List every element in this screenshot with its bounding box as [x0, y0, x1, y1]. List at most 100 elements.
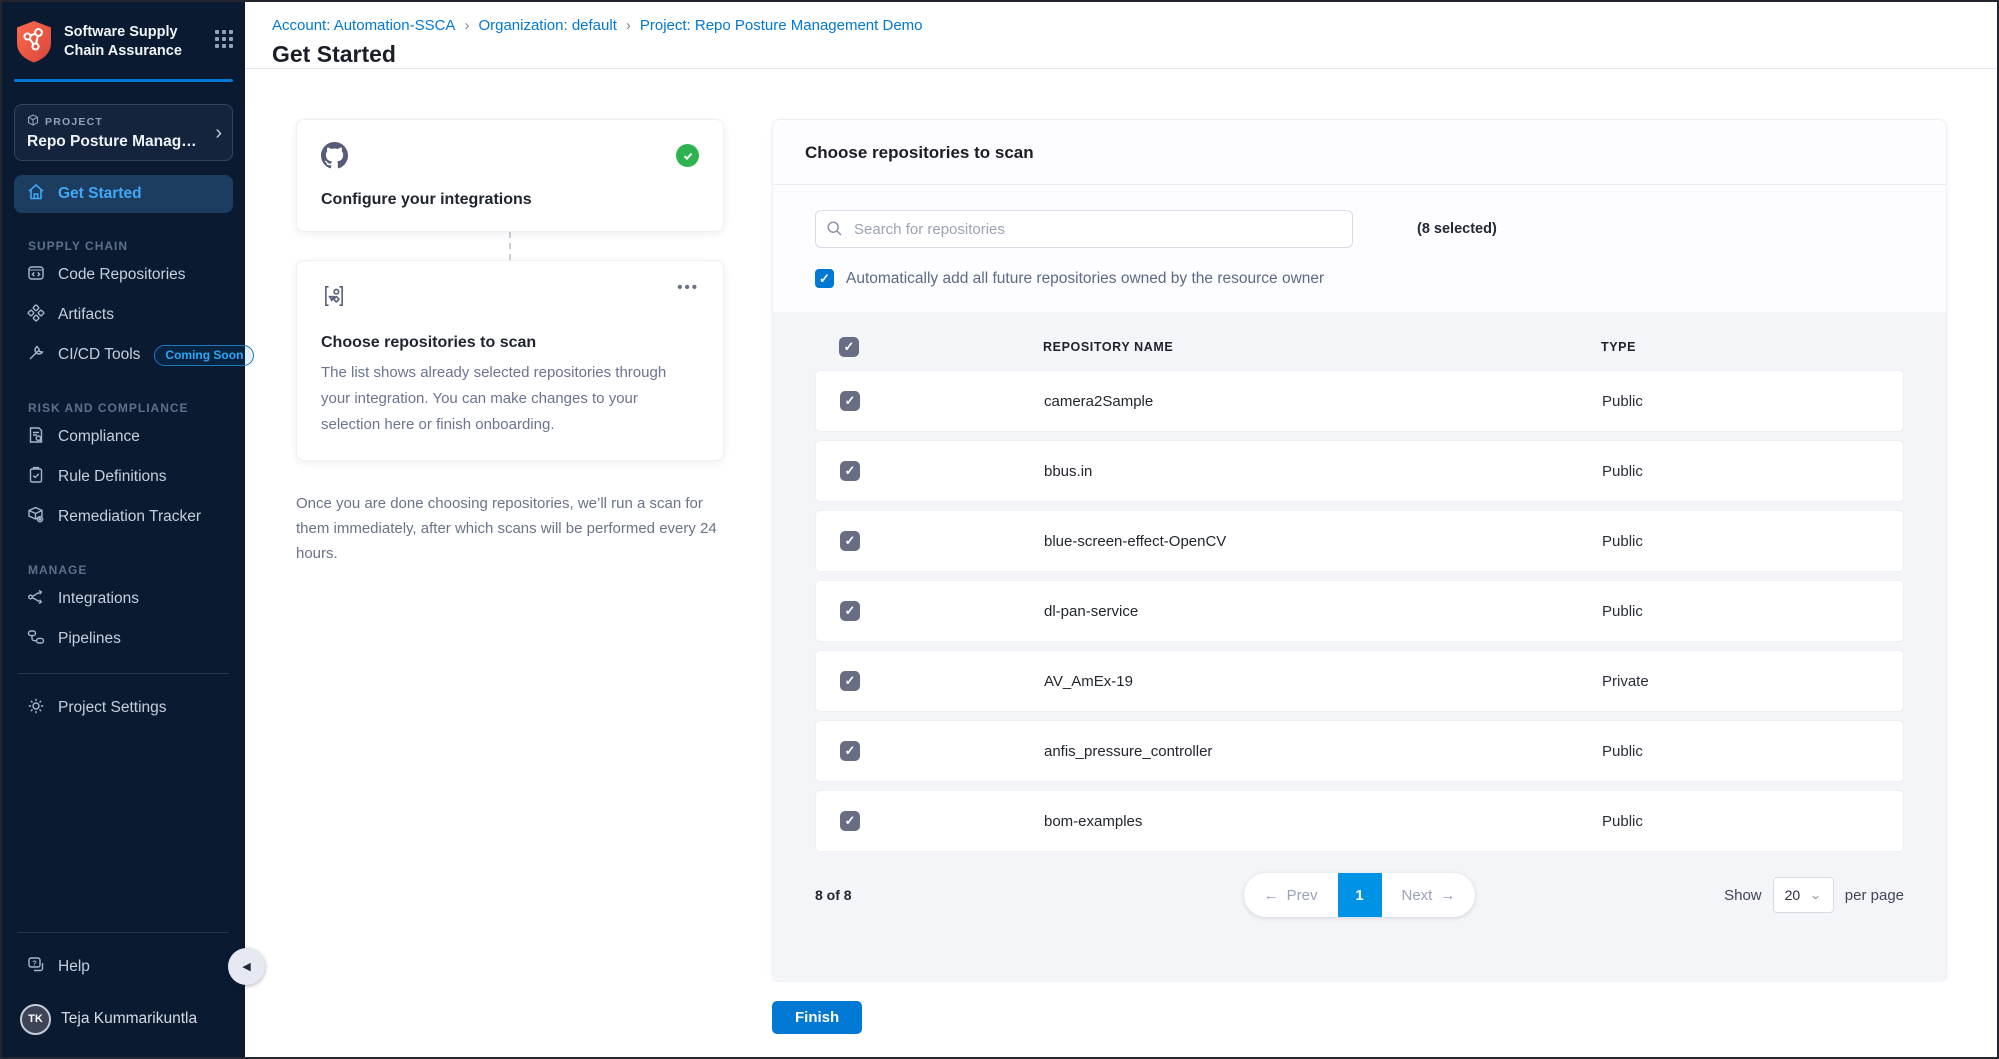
selected-count: (8 selected)	[1417, 221, 1497, 237]
step-menu-icon[interactable]: •••	[677, 279, 699, 296]
sidebar: Software Supply Chain Assurance PROJECT …	[2, 2, 255, 1057]
integrations-icon	[26, 587, 46, 612]
sidebar-item-cicd-tools[interactable]: CI/CD Tools Coming Soon	[14, 335, 255, 375]
avatar: TK	[20, 1003, 51, 1035]
package-gear-icon	[26, 505, 46, 530]
row-checkbox[interactable]	[840, 601, 860, 621]
page-1-button[interactable]: 1	[1337, 873, 1382, 917]
sidebar-item-compliance[interactable]: Compliance	[14, 417, 233, 457]
arrow-right-icon: →	[1440, 886, 1456, 904]
row-checkbox[interactable]	[840, 531, 860, 551]
apps-grid-icon[interactable]	[215, 30, 233, 48]
repo-type: Public	[1602, 462, 1643, 480]
table-footer: 8 of 8 ← Prev 1 Next →	[815, 869, 1904, 921]
sidebar-item-artifacts[interactable]: Artifacts	[14, 295, 233, 335]
arrow-left-icon: ←	[1263, 886, 1279, 904]
repo-name: bom-examples	[1044, 812, 1143, 830]
panel-tools: (8 selected) Automatically add all futur…	[773, 185, 1946, 312]
project-label: PROJECT	[45, 115, 103, 128]
table-row: anfis_pressure_controller Public	[815, 720, 1904, 782]
page-size-control: Show 20 ⌄ per page	[1724, 877, 1904, 913]
column-type: TYPE	[1601, 340, 1637, 354]
table-row: bom-examples Public	[815, 790, 1904, 852]
chevron-right-icon: ›	[464, 17, 470, 34]
sidebar-divider	[18, 673, 229, 674]
sidebar-item-code-repositories[interactable]: Code Repositories	[14, 255, 233, 295]
repo-type: Public	[1602, 392, 1643, 410]
repo-type: Public	[1602, 532, 1643, 550]
pagination: ← Prev 1 Next →	[1243, 873, 1476, 917]
step-card-configure-integrations[interactable]: Configure your integrations	[296, 119, 724, 232]
row-checkbox[interactable]	[840, 741, 860, 761]
page-size-select[interactable]: 20 ⌄	[1772, 877, 1834, 913]
repo-name: AV_AmEx-19	[1044, 672, 1133, 690]
sidebar-item-pipelines[interactable]: Pipelines	[14, 619, 233, 659]
sidebar-item-project-settings[interactable]: Project Settings	[14, 688, 233, 728]
step1-title: Configure your integrations	[321, 191, 532, 208]
section-manage: MANAGE	[28, 563, 88, 577]
column-repository-name: REPOSITORY NAME	[1043, 340, 1174, 354]
step-complete-icon	[676, 144, 699, 167]
prev-page-button[interactable]: ← Prev	[1244, 873, 1338, 917]
choose-repositories-icon	[321, 283, 347, 314]
row-checkbox[interactable]	[840, 391, 860, 411]
main-area: Account: Automation-SSCA › Organization:…	[245, 2, 1997, 1057]
breadcrumb: Account: Automation-SSCA › Organization:…	[272, 17, 1997, 34]
auto-add-label: Automatically add all future repositorie…	[846, 269, 1325, 287]
document-search-icon	[26, 425, 46, 450]
github-icon	[321, 142, 348, 173]
user-menu[interactable]: TK Teja Kummarikuntla	[14, 997, 233, 1041]
show-label: Show	[1724, 886, 1762, 904]
row-checkbox[interactable]	[840, 461, 860, 481]
repo-name: bbus.in	[1044, 462, 1093, 480]
sidebar-item-integrations[interactable]: Integrations	[14, 579, 233, 619]
chevron-right-icon[interactable]: ›	[215, 121, 222, 144]
sidebar-item-rule-definitions[interactable]: Rule Definitions	[14, 457, 233, 497]
coming-soon-badge: Coming Soon	[154, 344, 255, 366]
chevron-down-icon: ⌄	[1809, 888, 1822, 902]
finish-button[interactable]: Finish	[772, 1001, 863, 1034]
repo-name: blue-screen-effect-OpenCV	[1044, 532, 1227, 550]
collapse-arrow-icon: ◀	[242, 961, 251, 973]
ssca-shield-logo-icon	[14, 20, 54, 69]
brand-title: Software Supply Chain Assurance	[64, 24, 182, 59]
choose-repositories-panel: Choose repositories to scan	[772, 119, 1947, 982]
project-selector[interactable]: PROJECT Repo Posture Manage... ›	[14, 104, 233, 161]
step-card-choose-repositories[interactable]: ••• Choose repositories to scan The list…	[296, 260, 724, 461]
code-repositories-icon	[26, 263, 46, 288]
section-supply-chain: SUPPLY CHAIN	[28, 239, 129, 253]
table-row: dl-pan-service Public	[815, 580, 1904, 642]
sidebar-collapse-handle[interactable]: ◀	[228, 948, 265, 985]
repositories-table: REPOSITORY NAME TYPE camera2Sample Publi…	[773, 312, 1946, 981]
page-title: Get Started	[272, 41, 396, 67]
section-risk-compliance: RISK AND COMPLIANCE	[28, 401, 189, 415]
page-header: Account: Automation-SSCA › Organization:…	[245, 2, 1997, 69]
search-icon	[826, 220, 843, 242]
breadcrumb-account[interactable]: Account: Automation-SSCA	[272, 17, 456, 34]
wrench-icon	[26, 343, 46, 368]
pipelines-icon	[26, 627, 46, 652]
home-icon	[26, 182, 46, 207]
auto-add-checkbox[interactable]	[815, 269, 834, 288]
sidebar-item-help[interactable]: ? Help	[14, 947, 233, 987]
breadcrumb-project[interactable]: Project: Repo Posture Management Demo	[639, 17, 923, 34]
select-all-checkbox[interactable]	[839, 337, 859, 357]
sidebar-item-get-started[interactable]: Get Started	[14, 175, 233, 213]
step2-title: Choose repositories to scan	[321, 334, 537, 351]
sidebar-item-remediation-tracker[interactable]: Remediation Tracker	[14, 497, 233, 537]
brand-accent-rule	[14, 79, 233, 82]
row-checkbox[interactable]	[840, 671, 860, 691]
breadcrumb-organization[interactable]: Organization: default	[478, 17, 617, 34]
row-checkbox[interactable]	[840, 811, 860, 831]
content: Configure your integrations	[245, 69, 1997, 982]
table-row: camera2Sample Public	[815, 370, 1904, 432]
next-page-button[interactable]: Next →	[1382, 873, 1476, 917]
cube-icon	[27, 114, 39, 129]
gear-icon	[26, 696, 46, 721]
table-row: AV_AmEx-19 Private	[815, 650, 1904, 712]
svg-text:?: ?	[32, 958, 37, 967]
repo-type: Private	[1602, 672, 1649, 690]
sidebar-bottom-divider	[18, 932, 229, 933]
search-input[interactable]	[815, 210, 1353, 248]
project-name: Repo Posture Manage...	[27, 133, 202, 150]
